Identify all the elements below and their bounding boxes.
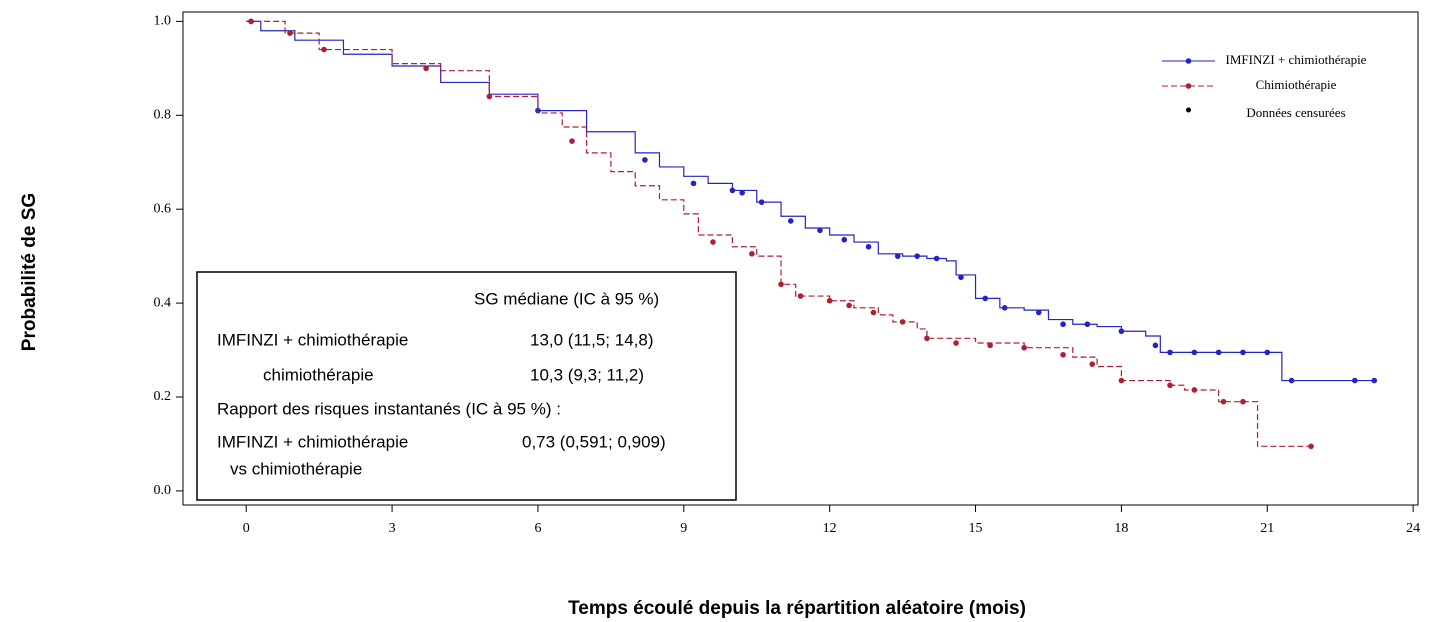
censor-mark	[1308, 443, 1314, 450]
y-tick-label: 0.4	[154, 295, 172, 310]
censor-mark	[914, 253, 920, 259]
censor-mark	[958, 274, 964, 281]
censor-mark	[1021, 344, 1027, 351]
censor-mark	[846, 302, 852, 309]
censor-mark	[1371, 377, 1378, 384]
legend-marker	[1185, 83, 1192, 89]
censor-mark	[729, 187, 736, 194]
legend-label: Données censurées	[1246, 105, 1345, 120]
x-tick-label: 21	[1260, 521, 1274, 536]
censor-mark	[797, 293, 804, 299]
summary-frame	[196, 271, 737, 501]
x-tick-label: 6	[534, 521, 541, 536]
censor-mark	[1084, 321, 1091, 328]
summary-label: chimiothérapie	[263, 365, 374, 384]
censor-mark	[1288, 377, 1295, 384]
censor-mark	[1167, 382, 1173, 389]
y-tick-label: 0.0	[154, 483, 172, 498]
censor-mark	[894, 253, 901, 259]
censor-mark	[1191, 387, 1198, 393]
censor-mark	[1264, 349, 1271, 356]
censor-mark	[870, 309, 877, 316]
x-tick-label: 3	[389, 521, 396, 536]
censor-mark	[924, 335, 930, 342]
x-tick-label: 15	[969, 521, 983, 536]
censor-mark	[987, 342, 993, 349]
censor-mark	[690, 180, 697, 187]
plot-frame	[182, 11, 1419, 506]
x-tick-label: 24	[1406, 521, 1420, 536]
censor-mark	[1060, 321, 1066, 328]
censor-mark	[248, 18, 254, 25]
censor-mark	[778, 281, 784, 288]
legend-marker	[1186, 107, 1191, 113]
x-tick-label: 0	[243, 521, 250, 536]
summary-label: IMFINZI + chimiothérapie	[217, 330, 408, 349]
censor-mark	[1240, 398, 1246, 405]
survival-curve	[246, 20, 1312, 447]
censor-mark	[287, 30, 293, 36]
summary-box: SG médiane (IC à 95 %) IMFINZI + chimiot…	[196, 271, 737, 501]
censor-mark	[642, 157, 648, 163]
legend-label: Chimiothérapie	[1256, 77, 1337, 92]
censor-mark	[1220, 398, 1227, 405]
summary-value: 10,3 (9,3; 11,2)	[530, 365, 644, 384]
x-tick-label: 12	[823, 521, 837, 536]
censor-mark	[1118, 328, 1125, 335]
summary-hr-title: Rapport des risques instantanés (IC à 95…	[217, 399, 561, 418]
censor-mark	[817, 227, 823, 234]
summary-value: 0,73 (0,591; 0,909)	[522, 432, 666, 451]
censor-mark	[1118, 377, 1125, 384]
censor-mark	[569, 138, 575, 144]
summary-header: SG médiane (IC à 95 %)	[474, 289, 659, 308]
censor-mark	[423, 65, 429, 72]
x-tick-label: 18	[1114, 521, 1128, 536]
censor-mark	[826, 297, 833, 304]
censor-mark	[841, 236, 848, 243]
censor-mark	[1215, 349, 1222, 356]
y-tick-label: 0.8	[154, 108, 172, 123]
censor-mark	[710, 239, 716, 245]
censor-mark	[1152, 342, 1159, 349]
censor-mark	[787, 218, 794, 224]
y-tick-label: 0.2	[154, 389, 172, 404]
censor-mark	[758, 199, 765, 205]
y-tick-label: 0.6	[154, 201, 172, 216]
censor-mark	[865, 243, 872, 250]
censor-mark	[1001, 305, 1008, 311]
summary-label: IMFINZI + chimiothérapie	[217, 432, 408, 451]
summary-value: 13,0 (11,5; 14,8)	[530, 330, 654, 349]
censor-mark	[1089, 361, 1096, 367]
censor-mark	[899, 319, 906, 325]
censor-mark	[1191, 349, 1198, 356]
x-axis-label: Temps écoulé depuis la répartition aléat…	[568, 598, 1026, 619]
censor-mark	[749, 251, 755, 257]
y-axis-label: Probabilité de SG	[19, 193, 40, 351]
censor-mark	[486, 93, 493, 100]
y-tick-label: 1.0	[154, 14, 172, 29]
legend-label: IMFINZI + chimiothérapie	[1226, 52, 1367, 67]
censor-mark	[739, 189, 745, 196]
censor-mark	[982, 295, 989, 302]
censor-mark	[953, 340, 959, 346]
censor-mark	[1351, 377, 1358, 384]
censor-mark	[1240, 349, 1246, 356]
legend-marker	[1185, 58, 1192, 64]
x-tick-label: 9	[680, 521, 687, 536]
summary-label: vs chimiothérapie	[230, 459, 362, 478]
censor-mark	[933, 255, 940, 262]
censor-mark	[321, 46, 327, 53]
censor-mark	[1060, 351, 1066, 358]
censor-mark	[1035, 309, 1042, 316]
censor-mark	[1167, 349, 1173, 356]
